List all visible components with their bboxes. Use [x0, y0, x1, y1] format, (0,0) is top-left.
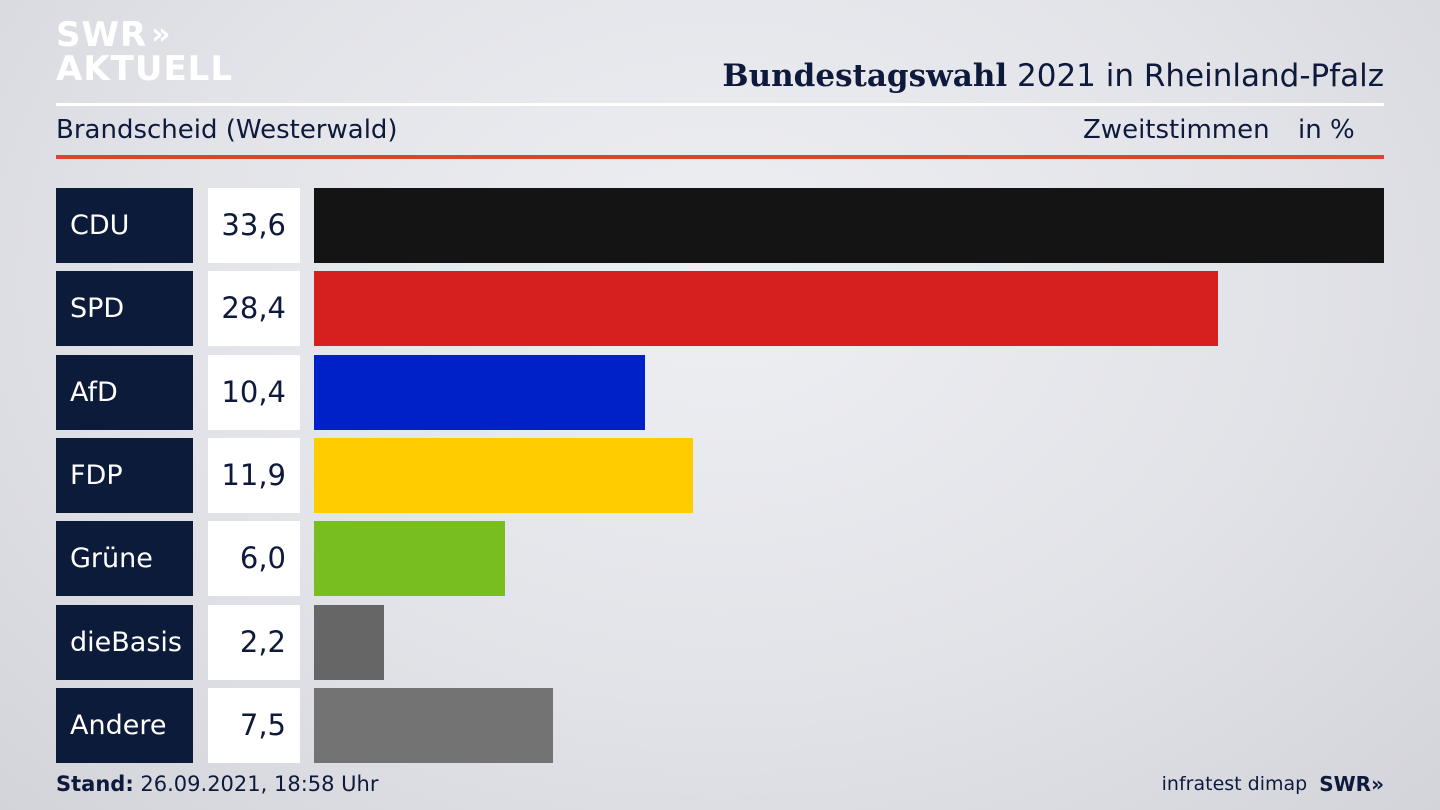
- region-subtitle: Brandscheid (Westerwald): [56, 115, 398, 145]
- bar: [314, 188, 1384, 263]
- title-rest: 2021 in Rheinland-Pfalz: [1007, 58, 1384, 94]
- timestamp: Stand: 26.09.2021, 18:58 Uhr: [56, 772, 379, 796]
- party-label: FDP: [56, 438, 193, 513]
- bar: [314, 438, 693, 513]
- accent-divider: [56, 155, 1384, 159]
- measure-label: Zweitstimmen: [1083, 115, 1270, 145]
- swr-brand-text: SWR: [1319, 772, 1372, 796]
- value-label: 7,5: [208, 688, 300, 763]
- bar-row-fdp: FDP 11,9: [56, 438, 1384, 513]
- value-label: 33,6: [208, 188, 300, 263]
- bar: [314, 271, 1218, 346]
- party-label: dieBasis: [56, 605, 193, 680]
- bar-row-cdu: CDU 33,6: [56, 188, 1384, 263]
- bar: [314, 521, 505, 596]
- stand-label: Stand:: [56, 772, 134, 796]
- party-label: AfD: [56, 355, 193, 430]
- bar: [314, 605, 384, 680]
- bar-row-diebasis: dieBasis 2,2: [56, 605, 1384, 680]
- bar: [314, 688, 553, 763]
- page-title: Bundestagswahl 2021 in Rheinland-Pfalz: [722, 58, 1384, 94]
- value-label: 6,0: [208, 521, 300, 596]
- stand-value: 26.09.2021, 18:58 Uhr: [133, 772, 379, 796]
- bar: [314, 355, 645, 430]
- party-label: Andere: [56, 688, 193, 763]
- source-credits: infratest dimap SWR»: [1162, 772, 1384, 796]
- value-label: 28,4: [208, 271, 300, 346]
- bar-row-afd: AfD 10,4: [56, 355, 1384, 430]
- party-label: CDU: [56, 188, 193, 263]
- bar-row-andere: Andere 7,5: [56, 688, 1384, 763]
- value-label: 11,9: [208, 438, 300, 513]
- logo-aktuell-text: AKTUELL: [56, 49, 234, 89]
- header-divider: [56, 103, 1384, 106]
- swr-aktuell-logo: SWR» AKTUELL: [56, 15, 234, 89]
- logo-swr-text: SWR: [56, 15, 148, 55]
- swr-chevron-icon: »: [1371, 772, 1384, 796]
- party-label: SPD: [56, 271, 193, 346]
- unit-label: in %: [1298, 115, 1355, 145]
- source-label: infratest dimap: [1161, 773, 1308, 795]
- bar-row-spd: SPD 28,4: [56, 271, 1384, 346]
- bar-row-grüne: Grüne 6,0: [56, 521, 1384, 596]
- party-label: Grüne: [56, 521, 193, 596]
- value-label: 10,4: [208, 355, 300, 430]
- value-label: 2,2: [208, 605, 300, 680]
- swr-brand: SWR»: [1319, 772, 1384, 796]
- title-bold: Bundestagswahl: [722, 58, 1008, 94]
